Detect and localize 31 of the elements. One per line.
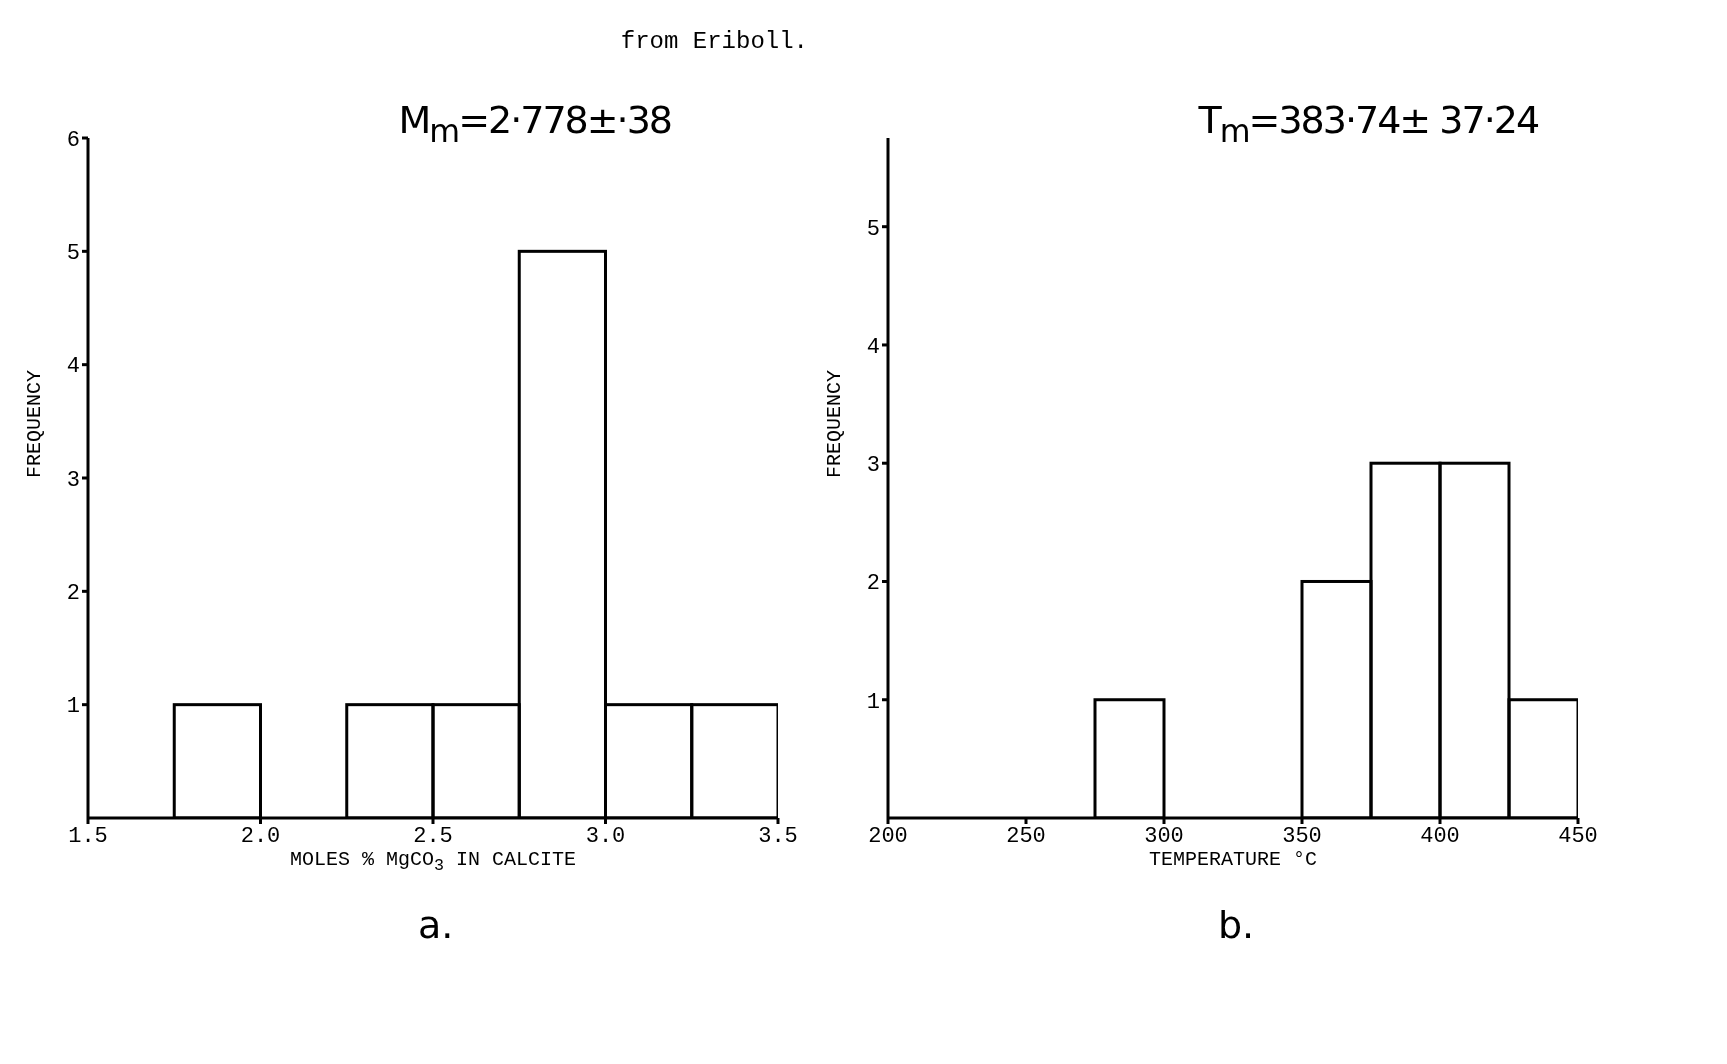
y-axis-title: FREQUENCY — [23, 369, 47, 478]
y-tick-label: 3 — [66, 467, 80, 493]
x-tick-label: 3.5 — [758, 823, 798, 849]
text: b. — [1218, 903, 1255, 947]
x-tick-label: 350 — [1282, 823, 1322, 849]
x-tick-label: 3.0 — [585, 823, 626, 849]
y-tick-label: 5 — [866, 216, 880, 242]
x-tick-label: 2.0 — [240, 823, 281, 849]
y-tick-label: 2 — [66, 581, 80, 607]
y-tick-label: 5 — [66, 241, 80, 267]
x-tick-label: 450 — [1558, 823, 1598, 849]
x-tick-label: 2.5 — [413, 823, 453, 849]
x-tick-label: 300 — [1144, 823, 1184, 849]
x-axis-title: TEMPERATURE °C — [1148, 848, 1318, 871]
y-tick-label: 2 — [866, 571, 880, 597]
y-tick-label: 4 — [866, 334, 880, 360]
y-tick-label: 6 — [66, 127, 80, 153]
annotation: T$_{m}$=383·74± 37·24 — [1198, 98, 1539, 149]
y-tick-label: 1 — [66, 694, 80, 720]
x-axis-title: MOLES % MgCO$_{3}$ IN CALCITE — [288, 848, 578, 875]
chart-title: from Eriboll. — [619, 28, 808, 55]
y-tick-label: 3 — [866, 453, 880, 479]
x-tick-label: 400 — [1420, 823, 1460, 849]
y-tick-label: 1 — [866, 689, 880, 715]
x-tick-label: 250 — [1006, 823, 1046, 849]
y-tick-label: 4 — [66, 354, 80, 380]
y-axis-title: FREQUENCY — [823, 369, 847, 478]
x-tick-label: 1.5 — [68, 823, 108, 849]
text: a. — [418, 903, 454, 947]
annotation: M$_{m}$=2·778±·38 — [398, 98, 672, 149]
x-tick-label: 200 — [868, 823, 908, 849]
